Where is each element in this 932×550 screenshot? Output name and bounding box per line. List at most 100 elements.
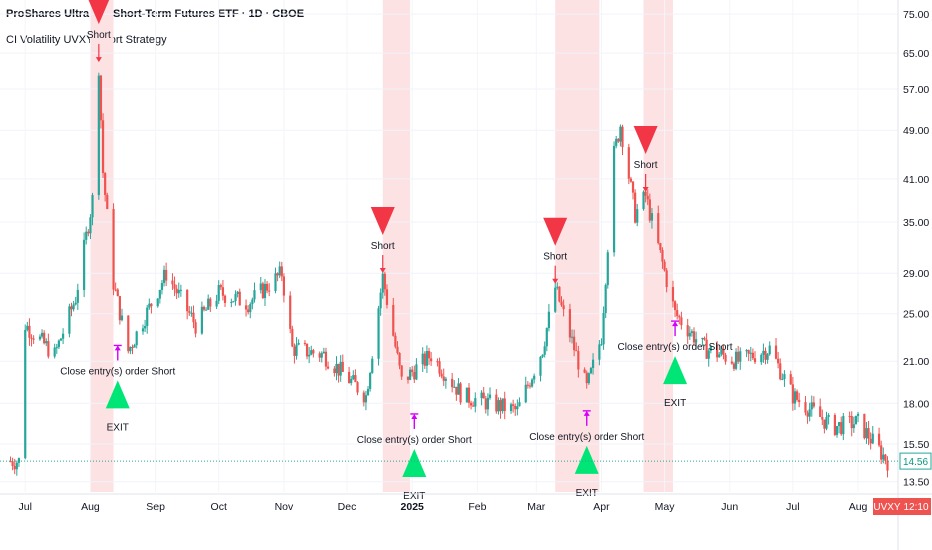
candle-200 bbox=[598, 340, 601, 366]
candle-77 bbox=[234, 290, 237, 306]
candle-17 bbox=[57, 339, 60, 350]
candle-218 bbox=[648, 193, 651, 223]
candle-41 bbox=[129, 346, 132, 355]
candle-111 bbox=[335, 356, 338, 381]
grid-lines bbox=[0, 0, 898, 492]
candle-288 bbox=[854, 415, 858, 425]
candle-137 bbox=[411, 365, 414, 377]
signal-3: Close entry(s) order Short EXIT bbox=[357, 413, 472, 502]
candle-160 bbox=[480, 390, 483, 406]
candle-35 bbox=[112, 203, 115, 296]
candle-107 bbox=[322, 347, 325, 354]
candle-24 bbox=[76, 283, 79, 311]
candle-236 bbox=[703, 336, 706, 341]
candle-212 bbox=[631, 180, 635, 200]
ticker-badge: UVXY bbox=[873, 502, 901, 513]
candle-142 bbox=[425, 345, 429, 373]
candle-82 bbox=[249, 302, 252, 319]
candle-12 bbox=[43, 330, 46, 345]
time-tick-6: 2025 bbox=[401, 501, 425, 513]
candle-219 bbox=[650, 207, 654, 229]
candle-225 bbox=[671, 280, 675, 308]
candle-184 bbox=[547, 304, 550, 332]
candle-289 bbox=[856, 411, 860, 423]
candle-249 bbox=[739, 347, 742, 370]
candle-173 bbox=[516, 399, 519, 416]
candle-229 bbox=[680, 311, 683, 330]
candle-198 bbox=[589, 366, 593, 375]
candle-91 bbox=[276, 272, 279, 282]
candle-6 bbox=[26, 321, 29, 332]
candle-156 bbox=[467, 383, 471, 408]
candle-29 bbox=[91, 192, 94, 226]
exit-marker-1 bbox=[105, 380, 130, 409]
candle-190 bbox=[568, 303, 572, 343]
price-tick-3: 49.00 bbox=[903, 125, 929, 137]
candle-149 bbox=[444, 376, 447, 389]
candle-251 bbox=[747, 349, 750, 362]
candle-299 bbox=[886, 456, 889, 478]
candle-286 bbox=[850, 411, 853, 437]
candle-217 bbox=[646, 189, 649, 206]
candle-103 bbox=[310, 345, 313, 356]
candle-46 bbox=[144, 319, 147, 333]
candle-185 bbox=[554, 282, 557, 313]
candle-267 bbox=[793, 388, 797, 411]
time-tick-13: Aug bbox=[849, 501, 868, 513]
candle-233 bbox=[692, 327, 696, 346]
candle-121 bbox=[364, 390, 368, 411]
candle-59 bbox=[179, 284, 182, 297]
candle-227 bbox=[676, 303, 679, 320]
candle-234 bbox=[695, 331, 698, 349]
candle-31 bbox=[99, 74, 103, 129]
candle-157 bbox=[469, 400, 473, 410]
candle-8 bbox=[30, 334, 33, 347]
candle-290 bbox=[863, 413, 866, 440]
candle-115 bbox=[348, 366, 351, 384]
highlight-band-2 bbox=[555, 0, 600, 492]
candle-15 bbox=[53, 343, 56, 359]
candle-242 bbox=[720, 345, 723, 357]
candle-283 bbox=[840, 416, 843, 436]
candle-287 bbox=[852, 416, 855, 433]
price-tick-4: 41.00 bbox=[903, 174, 929, 186]
candle-50 bbox=[156, 298, 159, 308]
signal-4: Short bbox=[543, 217, 567, 284]
candle-53 bbox=[162, 265, 166, 287]
candle-93 bbox=[280, 261, 283, 282]
candle-64 bbox=[194, 319, 197, 338]
candle-21 bbox=[70, 302, 73, 317]
candle-19 bbox=[61, 328, 65, 345]
candle-109 bbox=[326, 361, 330, 370]
time-tick-8: Mar bbox=[527, 501, 546, 513]
candle-120 bbox=[362, 390, 365, 407]
time-tick-2: Sep bbox=[146, 501, 165, 513]
price-tick-11: 13.50 bbox=[903, 477, 929, 489]
candle-60 bbox=[186, 289, 189, 320]
candle-101 bbox=[305, 343, 309, 360]
candle-168 bbox=[501, 398, 504, 414]
candle-226 bbox=[673, 300, 677, 318]
ticker-badge-box bbox=[873, 498, 901, 515]
candle-171 bbox=[512, 399, 515, 413]
candle-30 bbox=[97, 72, 100, 200]
candle-150 bbox=[451, 372, 454, 393]
candle-220 bbox=[657, 205, 660, 245]
time-tick-1: Aug bbox=[81, 501, 100, 513]
close-label-1: Close entry(s) order Short bbox=[60, 366, 175, 377]
candle-72 bbox=[219, 283, 222, 291]
candle-295 bbox=[877, 427, 881, 448]
candle-104 bbox=[312, 348, 315, 358]
candle-99 bbox=[297, 339, 300, 346]
candle-244 bbox=[724, 352, 727, 365]
candle-154 bbox=[459, 381, 462, 405]
candle-36 bbox=[114, 282, 117, 292]
candle-43 bbox=[133, 343, 136, 348]
candle-211 bbox=[629, 176, 633, 183]
candle-89 bbox=[268, 283, 271, 297]
candle-263 bbox=[781, 373, 784, 381]
candle-214 bbox=[636, 203, 639, 227]
strategy-name: CI Volatility UVXY Short Strategy bbox=[6, 34, 167, 46]
